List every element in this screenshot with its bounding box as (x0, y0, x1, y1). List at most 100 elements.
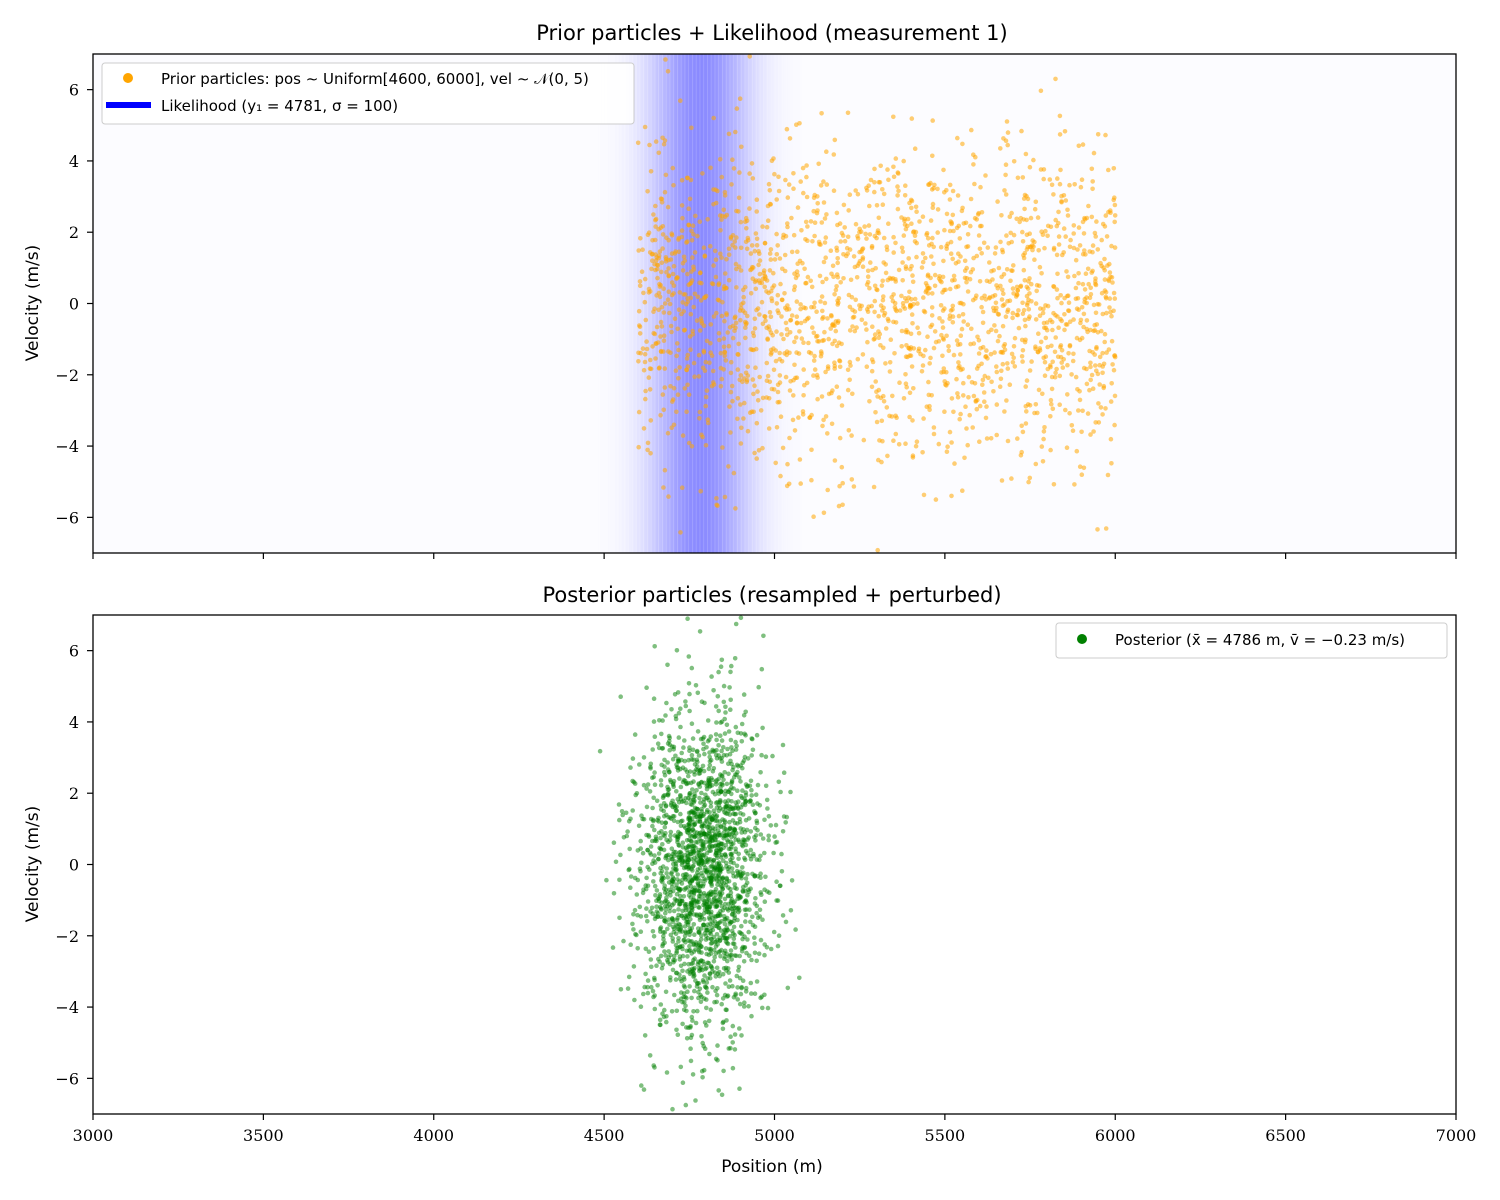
prior-particle (704, 338, 710, 344)
likelihood-strip (702, 54, 705, 553)
posterior-particle (717, 819, 723, 824)
prior-particle (832, 360, 837, 366)
prior-particle (930, 118, 935, 123)
prior-particle (785, 195, 791, 200)
prior-particle (809, 447, 814, 453)
prior-particle (1029, 359, 1034, 364)
posterior-particle (715, 986, 720, 991)
posterior-particle (730, 1065, 736, 1071)
prior-particle (753, 365, 758, 371)
posterior-particle (722, 927, 727, 933)
prior-particle (1020, 348, 1026, 353)
prior-particle (812, 353, 817, 359)
posterior-particle (632, 732, 638, 737)
posterior-particle (709, 876, 714, 881)
prior-particle (847, 247, 853, 252)
prior-particle (814, 309, 819, 315)
prior-particle (911, 386, 916, 391)
posterior-particle (698, 891, 703, 896)
prior-particle (764, 360, 770, 366)
prior-particle (967, 276, 973, 282)
prior-particle (923, 347, 928, 353)
prior-particle (1023, 384, 1028, 389)
prior-particle (983, 415, 989, 421)
posterior-particle (683, 886, 688, 891)
posterior-particle (719, 719, 725, 724)
likelihood-strip (768, 54, 770, 553)
prior-particle (1041, 306, 1046, 312)
posterior-particle (671, 908, 677, 914)
posterior-particle (699, 699, 705, 704)
prior-particle (876, 230, 882, 236)
posterior-particle (752, 991, 758, 996)
prior-particle (1057, 113, 1063, 119)
prior-particle (1106, 277, 1111, 282)
prior-particle (785, 221, 790, 226)
posterior-particle (758, 937, 764, 943)
prior-particle (822, 300, 828, 306)
prior-particle (733, 245, 738, 250)
prior-particle (798, 320, 804, 326)
prior-particle (1020, 229, 1025, 235)
posterior-particle (699, 944, 704, 949)
prior-particle (1006, 241, 1011, 246)
prior-particle (1079, 472, 1085, 478)
prior-particle (873, 379, 878, 384)
prior-particle (1103, 526, 1109, 531)
posterior-particle (697, 853, 702, 858)
prior-particle (637, 331, 643, 336)
posterior-particle (724, 1007, 729, 1013)
prior-particle (823, 235, 829, 240)
likelihood-strip (736, 54, 739, 553)
prior-particle (872, 298, 878, 304)
prior-particle (1077, 464, 1083, 470)
prior-particle (659, 260, 665, 266)
posterior-particle (705, 738, 711, 744)
prior-particle (826, 336, 831, 342)
posterior-particle (664, 871, 669, 876)
posterior-particle (652, 871, 657, 877)
prior-particle (1051, 192, 1056, 197)
prior-particle (925, 272, 931, 278)
prior-particle (718, 365, 724, 371)
prior-particle (1019, 449, 1024, 455)
prior-particle (677, 290, 683, 295)
posterior-particle (683, 872, 688, 877)
prior-particle (651, 212, 656, 217)
prior-particle (876, 329, 881, 334)
posterior-particle (748, 980, 754, 986)
posterior-particle (695, 690, 701, 696)
posterior-particle (665, 662, 670, 668)
posterior-particle (661, 933, 666, 939)
posterior-particle (677, 922, 683, 928)
prior-particle (1000, 361, 1006, 367)
posterior-particle (758, 853, 763, 859)
posterior-particle (688, 879, 693, 885)
posterior-particle (738, 991, 744, 997)
prior-particle (869, 245, 875, 251)
prior-particle (824, 212, 829, 217)
prior-particle (754, 243, 760, 248)
prior-particle (750, 265, 756, 270)
prior-particle (895, 206, 901, 212)
posterior-particle (689, 839, 694, 844)
posterior-particle (656, 607, 661, 612)
prior-particle (744, 379, 750, 385)
prior-particle (906, 256, 911, 261)
prior-particle (879, 418, 885, 424)
prior-particle (812, 233, 817, 239)
posterior-particle (716, 969, 722, 975)
prior-particle (674, 353, 679, 359)
prior-particle (643, 317, 649, 323)
prior-particle (947, 182, 953, 188)
prior-particle (697, 328, 703, 333)
prior-particle (1073, 374, 1079, 380)
prior-particle (742, 310, 748, 316)
prior-particle (653, 258, 659, 263)
prior-particle (903, 372, 908, 377)
prior-particle (703, 394, 709, 400)
prior-particle (974, 253, 980, 259)
prior-particle (830, 322, 835, 328)
prior-particle (944, 333, 949, 339)
prior-particle (757, 280, 763, 286)
